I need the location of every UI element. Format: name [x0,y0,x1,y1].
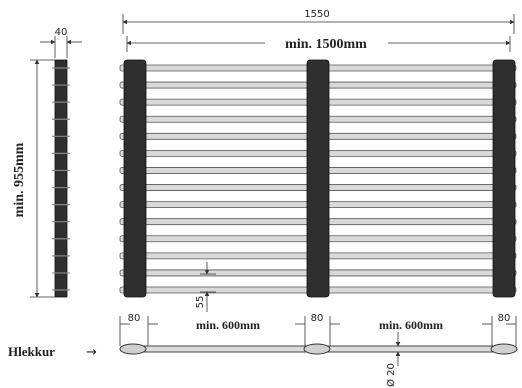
bottom-rail-link-left [119,343,147,355]
fence-post-left [123,59,147,298]
height-dimension [30,59,56,298]
bottom-rail-link-mid [303,343,331,355]
post-thickness-dimension [40,36,82,58]
slat-gap-dimension [200,262,216,312]
overall-width-label: 1550 [304,9,329,20]
bottom-rail-link-right [490,343,518,355]
fence-posts [123,59,516,298]
rail-arrow-icon: → [86,345,97,360]
post-width-right-label: 80 [498,313,511,324]
span-left-label: min. 600mm [196,318,260,332]
fence-post-middle [306,59,330,298]
bar-diameter-label: Ø 20 [385,363,397,387]
post-width-mid-label: 80 [311,313,324,324]
inner-width-label: min. 1500mm [285,37,367,52]
height-label: min. 955mm [12,142,27,217]
post-width-left-label: 80 [128,313,141,324]
post-thickness-label: 40 [55,27,68,38]
fence-slats [119,64,517,294]
fence-post-right [492,59,516,298]
rail-label: Hlekkur [8,344,55,359]
side-view-post [54,59,68,298]
side-view-slat-ends [52,67,70,291]
span-right-label: min. 600mm [379,318,443,332]
bottom-dimension-lines [119,316,517,346]
overall-width-dimension [122,14,515,34]
inner-width-dimension [126,36,511,52]
slat-gap-label: 55 [195,296,206,309]
